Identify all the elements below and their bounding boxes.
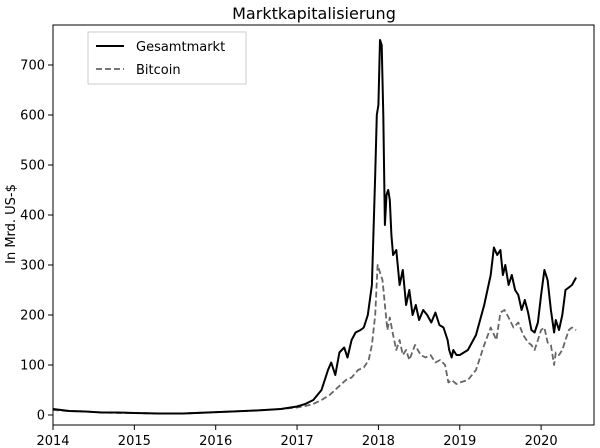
series-line-gesamtmarkt (52, 39, 577, 415)
legend-box (87, 31, 247, 85)
axis-ticks: 2014 2015 2016 2017 2018 2019 2020 0 100 200 300 40… (20, 59, 557, 448)
plot-frame (52, 24, 595, 426)
y-tick-label: 400 (20, 209, 45, 224)
x-tick-label: 2018 (362, 434, 395, 448)
x-tick-label: 2016 (199, 434, 232, 448)
x-tick-label: 2020 (525, 434, 558, 448)
y-tick-label: 300 (20, 259, 45, 274)
x-tick-label: 2019 (443, 434, 476, 448)
y-tick-label: 200 (20, 309, 45, 324)
y-tick-label: 0 (37, 409, 45, 424)
legend-label-gesamtmarkt: Gesamtmarkt (136, 40, 225, 55)
x-tick-label: 2015 (118, 434, 151, 448)
chart-title: Marktkapitalisierung (232, 4, 396, 23)
y-tick-label: 500 (20, 159, 45, 174)
series-layer (52, 39, 577, 415)
y-tick-label: 100 (20, 359, 45, 374)
x-tick-label: 2014 (36, 434, 69, 448)
legend-label-bitcoin: Bitcoin (136, 63, 181, 78)
x-tick-label: 2017 (281, 434, 314, 448)
y-axis-title: In Mrd. US-$ (4, 184, 19, 264)
legend: Gesamtmarkt Bitcoin (87, 31, 247, 85)
y-tick-label: 700 (20, 59, 45, 74)
series-line-bitcoin (52, 264, 577, 415)
y-tick-label: 600 (20, 109, 45, 124)
